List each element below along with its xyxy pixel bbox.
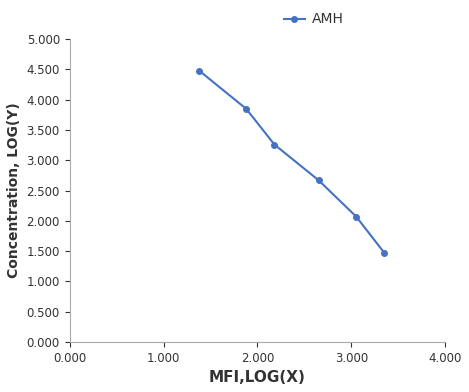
AMH (353, 214, 359, 219)
X-axis label: MFI,LOG(X): MFI,LOG(X) (209, 370, 306, 385)
Line: AMH: AMH (197, 68, 387, 256)
AMH (243, 107, 249, 111)
Legend: AMH: AMH (279, 7, 349, 32)
AMH (197, 68, 202, 73)
AMH (272, 142, 277, 147)
AMH (316, 178, 321, 183)
AMH (381, 250, 387, 255)
Y-axis label: Concentration, LOG(Y): Concentration, LOG(Y) (7, 103, 21, 278)
